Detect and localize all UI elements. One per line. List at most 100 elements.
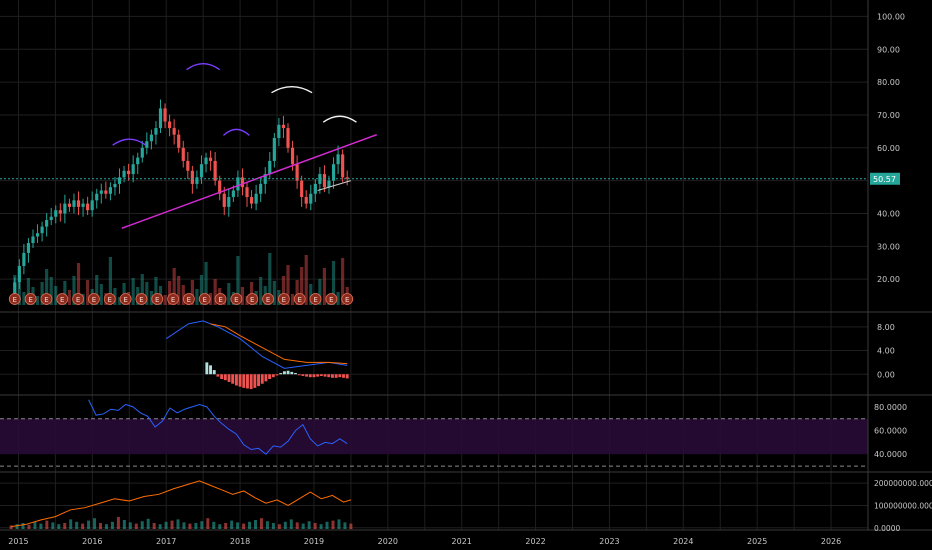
earnings-label: E (123, 296, 127, 304)
candle (131, 155, 135, 183)
time-tick-label: 2017 (156, 537, 176, 546)
obv-volume-bar (33, 521, 37, 529)
earnings-marker: E (119, 293, 132, 305)
obv-volume-bar (99, 523, 103, 529)
macd-line (165, 320, 348, 369)
candle (40, 221, 44, 242)
candles (13, 99, 349, 304)
candle (313, 178, 317, 202)
obv-volume-bar (63, 523, 67, 529)
candle-body (190, 170, 194, 184)
candle-body (313, 183, 317, 194)
candle (54, 205, 58, 224)
candle-body (154, 128, 158, 135)
volume-bar (259, 277, 263, 305)
obv-volume-bar (319, 524, 323, 529)
earnings-marker: E (309, 293, 322, 305)
obv-volume-bar (230, 520, 234, 529)
earnings-marker: E (135, 293, 148, 305)
macd-histogram-bar (209, 365, 212, 375)
candle-body (113, 183, 117, 188)
earnings-label: E (13, 296, 17, 304)
candle-body (136, 157, 140, 165)
candle (163, 103, 167, 129)
time-tick-label: 2016 (82, 537, 102, 546)
obv-volume-bar (51, 522, 55, 529)
macd-histogram-bar (205, 362, 209, 375)
volume-bar (290, 294, 295, 305)
volume-bar (76, 263, 81, 305)
volume-bar (195, 289, 199, 305)
earnings-circle (230, 293, 243, 305)
earnings-circle (151, 293, 164, 305)
volume-bar (154, 277, 158, 305)
candle-body (13, 282, 17, 299)
macd-histogram-bar (242, 374, 246, 388)
candle (149, 129, 153, 150)
macd-histogram-bar (257, 374, 260, 387)
candle-body (309, 193, 313, 204)
candle-body (345, 177, 349, 179)
candle (259, 178, 263, 202)
macd-histogram-bar (260, 374, 264, 384)
candle-body (195, 177, 199, 184)
candle-body (236, 177, 240, 191)
obv-volume-bar (81, 523, 85, 529)
candle-body (222, 193, 226, 207)
candle-body (63, 203, 67, 214)
earnings-circle (246, 293, 259, 305)
obv-volume-bar (128, 522, 132, 529)
time-tick-label: 2015 (8, 537, 28, 546)
candle-body (177, 134, 181, 148)
volume-bar (35, 296, 40, 305)
candle-body (240, 177, 245, 188)
earnings-label: E (234, 296, 238, 304)
volume-bar (227, 283, 231, 305)
candle (272, 133, 276, 168)
candle-body (45, 220, 49, 227)
volume-bar (213, 279, 217, 305)
earnings-circle (72, 293, 84, 305)
candle-body (149, 134, 153, 142)
obv-volume-bar (254, 520, 258, 529)
earnings-label: E (60, 296, 64, 304)
candle (35, 224, 40, 244)
rsi-band (0, 418, 868, 455)
time-tick-label: 2024 (673, 537, 693, 546)
earnings-marker: E (151, 293, 164, 305)
signal-line (210, 323, 348, 365)
candle (231, 185, 235, 202)
earnings-circle (8, 293, 21, 305)
macd-histogram-bar (216, 374, 220, 377)
obv-volume-bar (295, 522, 299, 529)
obv-volume-bar (325, 521, 329, 529)
volume-bar (99, 284, 103, 305)
earnings-marker: E (24, 293, 37, 305)
candle (31, 229, 35, 248)
candle-body (218, 180, 222, 194)
volume-bar (336, 292, 340, 305)
obv-volume-bar (45, 520, 49, 529)
volume-bar (45, 269, 49, 305)
candle (277, 117, 281, 147)
candle (304, 190, 308, 209)
candle-body (300, 180, 304, 198)
obv-volume-bar (87, 520, 91, 529)
price-axis: 100.0090.0080.0070.0060.0050.0040.0030.0… (877, 12, 905, 284)
earnings-label: E (297, 296, 301, 304)
candle (67, 198, 72, 212)
volume-bar (236, 256, 240, 305)
obv-volume-bar (104, 524, 108, 529)
candle-body (199, 164, 204, 178)
earnings-marker: E (246, 293, 259, 305)
obv-volume-bar (69, 519, 73, 529)
earnings-marker: E (293, 293, 306, 305)
earnings-marker: E (198, 293, 211, 305)
candle-body (35, 233, 40, 237)
candle-body (213, 160, 217, 181)
candle-body (140, 147, 144, 158)
candle (145, 132, 149, 155)
earnings-marker: E (277, 293, 290, 305)
